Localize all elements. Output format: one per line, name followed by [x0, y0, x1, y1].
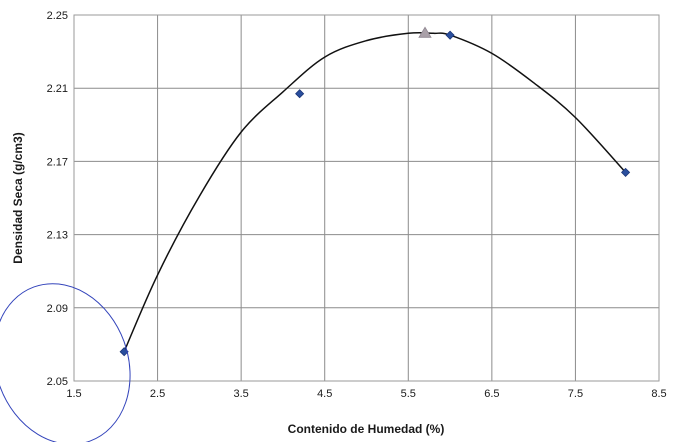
x-tick-label: 2.5 — [150, 388, 165, 400]
data-point — [621, 167, 631, 177]
trend-curve — [123, 31, 627, 353]
x-tick-label: 4.5 — [317, 388, 332, 400]
trend-curve-layer — [123, 31, 627, 353]
data-point — [445, 30, 455, 40]
annotation-circle — [0, 283, 131, 442]
x-tick-label: 1.5 — [66, 388, 81, 400]
x-axis-title: Contenido de Humedad (%) — [288, 422, 445, 436]
y-tick-label: 2.09 — [47, 303, 68, 315]
x-tick-label: 6.5 — [484, 388, 499, 400]
x-tick-label: 7.5 — [568, 388, 583, 400]
x-tick-label: 8.5 — [651, 388, 666, 400]
y-tick-label: 2.13 — [47, 230, 68, 242]
grid-lines — [74, 15, 659, 381]
y-tick-label: 2.17 — [47, 156, 68, 168]
x-tick-label: 5.5 — [401, 388, 416, 400]
hand-drawn-annotation — [0, 283, 131, 442]
x-tick-labels: 1.5 2.5 3.5 4.5 5.5 6.5 7.5 8.5 — [66, 388, 666, 400]
plot-frame — [73, 14, 660, 382]
y-tick-label: 2.25 — [47, 10, 68, 22]
y-tick-labels: 2.05 2.09 2.13 2.17 2.21 2.25 — [47, 10, 68, 388]
data-point — [295, 89, 305, 99]
y-tick-label: 2.05 — [47, 376, 68, 388]
y-tick-label: 2.21 — [47, 83, 68, 95]
optimum-marker — [418, 26, 432, 38]
y-axis-title: Densidad Seca (g/cm3) — [11, 132, 25, 263]
x-tick-label: 3.5 — [233, 388, 248, 400]
data-points — [119, 26, 631, 357]
